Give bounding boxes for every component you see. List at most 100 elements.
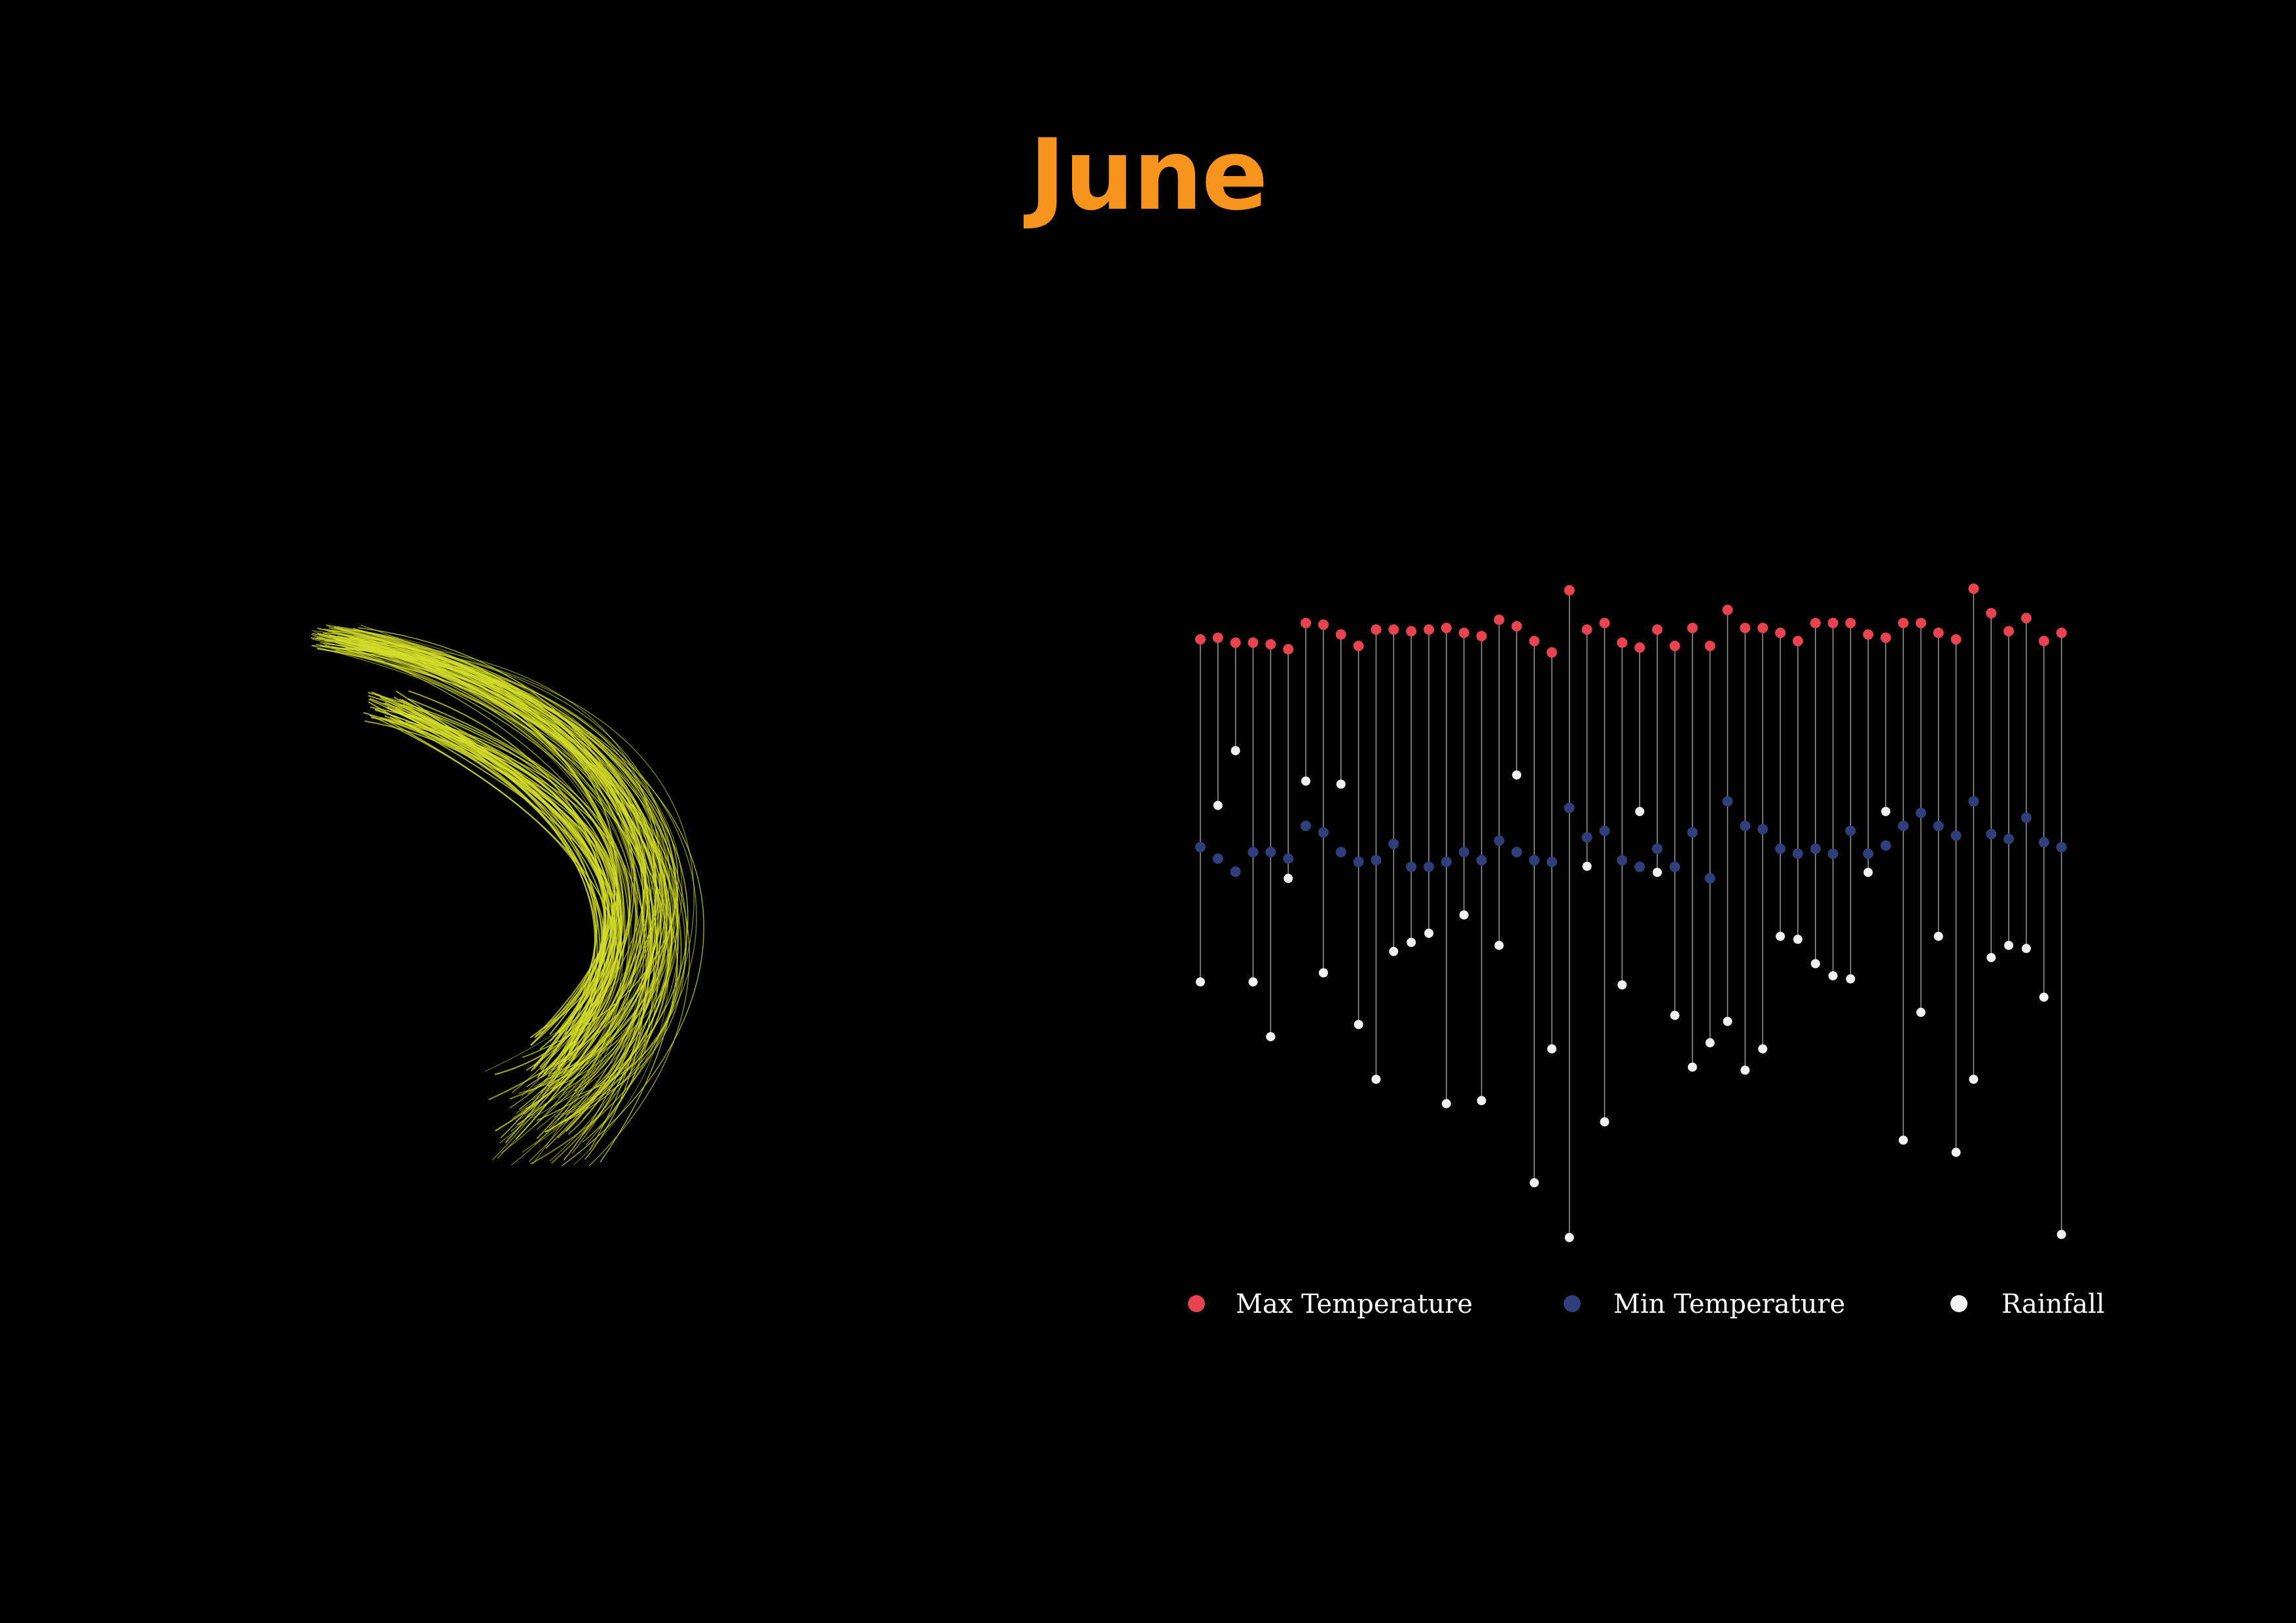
rainfall-point [1283, 874, 1293, 883]
max-temperature-point [1704, 641, 1715, 651]
rainfall-point [1916, 1007, 1926, 1017]
max-temperature-point [1915, 618, 1926, 628]
min-temperature-point [1494, 835, 1505, 846]
rainfall-point [1530, 1178, 1539, 1188]
min-temperature-point [1687, 827, 1698, 838]
rainfall-point [1687, 1062, 1697, 1072]
min-temperature-point [1424, 861, 1435, 872]
min-temperature-point [1740, 821, 1751, 831]
max-temperature-point [2003, 626, 2015, 637]
max-temperature-point [1494, 615, 1505, 625]
max-temperature-point [1424, 624, 1435, 635]
min-temperature-point [2038, 837, 2049, 847]
rainfall-point [1881, 807, 1891, 816]
min-temperature-point [1722, 796, 1733, 807]
rainfall-point [1512, 770, 1522, 780]
max-temperature-point [1827, 618, 1839, 628]
min-temperature-point [1511, 847, 1522, 857]
swirl-strand [403, 704, 605, 1072]
legend-label-rain: Rainfall [2001, 1289, 2105, 1319]
legend-marker-rain [1950, 1295, 1967, 1312]
swirl-strand [353, 634, 659, 1143]
rainfall-point [1371, 1075, 1381, 1084]
legend-marker-min [1564, 1295, 1581, 1312]
max-temperature-point [1476, 631, 1487, 641]
max-temperature-point [1950, 634, 1962, 645]
max-temperature-point [2020, 613, 2032, 624]
max-temperature-point [1547, 647, 1557, 658]
rainfall-point [1776, 931, 1785, 941]
page-title: June [1029, 118, 1268, 232]
min-temperature-point [1950, 830, 1962, 841]
max-temperature-point [1564, 585, 1575, 596]
max-temperature-point [1283, 644, 1294, 654]
rainfall-point [2004, 940, 2014, 950]
min-temperature-point [1547, 857, 1557, 867]
min-temperature-point [1810, 844, 1821, 854]
rainfall-point [1670, 1010, 1679, 1020]
swirl-strand [346, 643, 645, 1135]
swirl-strand [324, 640, 675, 1130]
max-temperature-point [1898, 618, 1909, 628]
rainfall-point [2056, 1230, 2066, 1240]
max-temperature-point [1371, 624, 1382, 635]
min-temperature-point [1617, 855, 1628, 866]
swirl-strand [332, 646, 637, 1128]
rainfall-point [1230, 746, 1240, 755]
min-temperature-point [1458, 847, 1469, 857]
max-temperature-point [1652, 624, 1663, 635]
max-temperature-point [1792, 635, 1803, 647]
max-temperature-point [1775, 628, 1786, 638]
min-temperature-point [1863, 848, 1874, 859]
rainfall-point [1213, 800, 1223, 810]
min-temperature-point [1915, 808, 1926, 818]
legend-label-max: Max Temperature [1236, 1289, 1473, 1319]
min-temperature-point [1300, 821, 1312, 831]
max-temperature-point [1722, 605, 1733, 615]
min-temperature-point [1634, 861, 1645, 872]
max-temperature-point [1353, 641, 1364, 651]
max-temperature-point [1599, 618, 1610, 628]
min-temperature-point [1212, 853, 1223, 864]
max-temperature-point [1458, 628, 1469, 638]
rainfall-point [1810, 959, 1820, 969]
min-temperature-point [1388, 838, 1399, 849]
swirl-strand [322, 639, 632, 1092]
rainfall-point [1407, 938, 1416, 947]
legend-label-min: Min Temperature [1613, 1289, 1845, 1319]
swirl-strand [335, 649, 673, 1164]
max-temperature-point [1441, 622, 1452, 633]
min-temperature-point [1669, 861, 1680, 872]
rainfall-point [1863, 868, 1873, 877]
min-temperature-point [1827, 848, 1839, 859]
swirl-strand [384, 715, 622, 1060]
max-temperature-point [1669, 641, 1680, 651]
max-temperature-point [1212, 632, 1223, 643]
rainfall-point [1723, 1016, 1732, 1026]
swirl-strand [398, 703, 622, 1057]
min-temperature-point [1898, 821, 1909, 831]
rainfall-point [1740, 1065, 1750, 1075]
min-temperature-point [1335, 847, 1346, 857]
rainfall-point [1336, 779, 1346, 789]
max-temperature-point [1933, 628, 1944, 638]
max-temperature-point [1810, 618, 1821, 628]
swirl-strand [312, 630, 653, 1153]
min-temperature-point [1986, 829, 1997, 840]
max-temperature-point [1335, 629, 1346, 640]
min-temperature-point [1564, 802, 1575, 813]
max-temperature-point [1195, 634, 1206, 645]
min-temperature-point [1775, 844, 1786, 854]
min-temperature-point [1476, 855, 1487, 866]
swirl-strand [383, 702, 606, 1039]
max-temperature-point [2038, 635, 2049, 647]
legend-marker-max [1188, 1295, 1205, 1312]
min-temperature-point [1968, 796, 1979, 807]
min-temperature-point [1406, 861, 1417, 872]
rainfall-point [1793, 935, 1803, 944]
min-temperature-point [1933, 821, 1944, 831]
rainfall-point [1424, 929, 1434, 938]
